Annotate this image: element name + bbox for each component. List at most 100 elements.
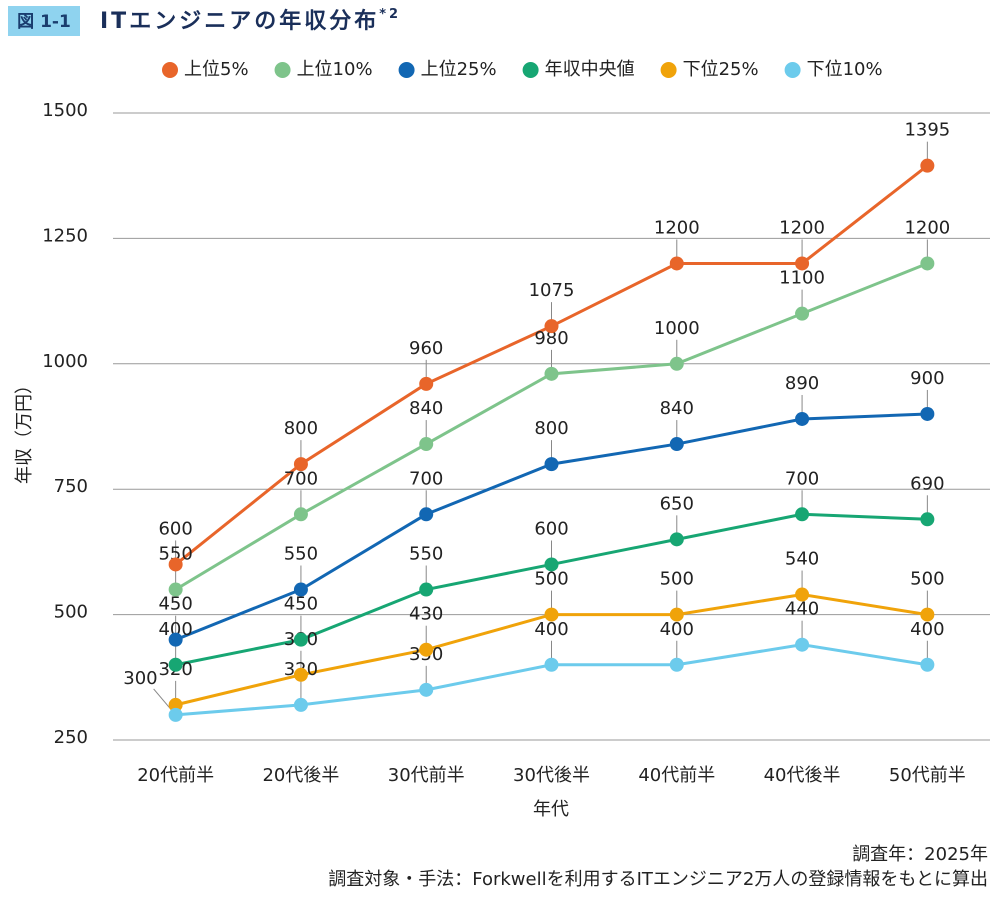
data-point xyxy=(293,507,308,522)
method-note: 調査対象・手法：Forkwellを利用するITエンジニア2万人の登録情報をもとに… xyxy=(328,869,988,890)
y-tick-label: 1000 xyxy=(42,351,88,372)
data-point xyxy=(544,607,559,622)
data-point xyxy=(795,637,810,652)
data-point xyxy=(544,319,559,334)
data-label: 980 xyxy=(534,328,568,349)
y-axis-label: 年収（万円） xyxy=(14,376,35,484)
y-tick-label: 1500 xyxy=(42,100,88,121)
data-point xyxy=(669,607,684,622)
x-tick-label: 50代前半 xyxy=(889,765,966,786)
data-label: 500 xyxy=(534,569,568,590)
legend-label: 下位25% xyxy=(683,59,759,80)
data-label: 840 xyxy=(409,398,443,419)
legend-label: 上位5% xyxy=(184,59,249,80)
data-label: 600 xyxy=(534,518,568,539)
data-label: 700 xyxy=(409,468,443,489)
data-point xyxy=(669,532,684,547)
data-point xyxy=(293,667,308,682)
x-tick-label: 20代前半 xyxy=(137,765,214,786)
data-point xyxy=(419,437,434,452)
legend-marker xyxy=(784,62,801,78)
badge-bg xyxy=(8,6,80,36)
data-point xyxy=(669,437,684,452)
data-point xyxy=(293,582,308,597)
data-point xyxy=(795,256,810,271)
data-label: 450 xyxy=(158,594,192,615)
data-point xyxy=(168,557,183,572)
data-point xyxy=(920,657,935,672)
badge: 図 1-1 xyxy=(17,12,71,32)
data-label: 400 xyxy=(660,619,694,640)
legend-label: 上位25% xyxy=(421,59,497,80)
data-label: 600 xyxy=(158,518,192,539)
x-tick-label: 40代前半 xyxy=(638,765,715,786)
data-label: 300 xyxy=(123,668,157,689)
data-point xyxy=(168,707,183,722)
data-label: 800 xyxy=(284,418,318,439)
data-label: 430 xyxy=(409,604,443,625)
x-tick-label: 30代後半 xyxy=(513,765,590,786)
data-point xyxy=(544,557,559,572)
data-label: 1100 xyxy=(779,268,825,289)
y-tick-label: 1250 xyxy=(42,225,88,246)
data-label: 500 xyxy=(660,569,694,590)
data-point xyxy=(795,587,810,602)
data-label: 1200 xyxy=(904,217,950,238)
note-marker: *2 xyxy=(379,7,401,22)
data-point xyxy=(419,376,434,391)
data-label: 550 xyxy=(284,544,318,565)
chart-title: ITエンジニアの年収分布*2 xyxy=(100,7,401,35)
data-point xyxy=(168,632,183,647)
y-tick-label: 250 xyxy=(54,727,88,748)
data-point xyxy=(920,512,935,527)
data-point xyxy=(795,306,810,321)
data-point xyxy=(293,697,308,712)
data-point xyxy=(669,256,684,271)
data-label: 900 xyxy=(910,368,944,389)
data-point xyxy=(669,657,684,672)
data-point xyxy=(293,632,308,647)
data-label: 1395 xyxy=(904,120,950,141)
data-point xyxy=(795,411,810,426)
x-tick-label: 40代後半 xyxy=(764,765,841,786)
data-label: 840 xyxy=(660,398,694,419)
data-point xyxy=(419,682,434,697)
data-label: 700 xyxy=(284,468,318,489)
data-label: 1075 xyxy=(529,280,575,301)
data-point xyxy=(544,657,559,672)
data-label: 550 xyxy=(158,544,192,565)
data-point xyxy=(669,356,684,371)
y-tick-label: 500 xyxy=(54,602,88,623)
data-label: 400 xyxy=(910,619,944,640)
data-label: 700 xyxy=(785,468,819,489)
data-label: 690 xyxy=(910,473,944,494)
data-label: 1200 xyxy=(779,217,825,238)
legend-label: 年収中央値 xyxy=(545,59,635,80)
data-label: 450 xyxy=(284,594,318,615)
data-point xyxy=(920,607,935,622)
data-point xyxy=(168,657,183,672)
survey-year: 調査年：2025年 xyxy=(852,844,988,865)
data-point xyxy=(920,158,935,173)
x-axis-label: 年代 xyxy=(533,799,569,820)
data-point xyxy=(419,642,434,657)
data-label: 890 xyxy=(785,373,819,394)
x-tick-label: 20代後半 xyxy=(262,765,339,786)
data-label: 1000 xyxy=(654,318,700,339)
legend-marker xyxy=(522,62,539,78)
legend-marker xyxy=(274,62,291,78)
data-point xyxy=(293,457,308,472)
data-point xyxy=(419,582,434,597)
data-label: 440 xyxy=(785,599,819,620)
data-label: 540 xyxy=(785,549,819,570)
data-point xyxy=(920,256,935,271)
data-point xyxy=(168,582,183,597)
data-label: 650 xyxy=(660,493,694,514)
legend-marker xyxy=(660,62,677,78)
data-point xyxy=(920,406,935,421)
data-point xyxy=(168,697,183,712)
data-label: 400 xyxy=(158,619,192,640)
y-tick-label: 750 xyxy=(54,476,88,497)
data-label: 500 xyxy=(910,569,944,590)
